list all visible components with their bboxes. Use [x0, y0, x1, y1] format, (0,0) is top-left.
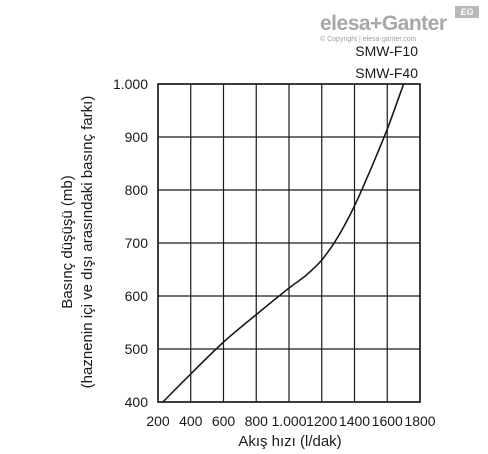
x-tick-label: 1400 — [339, 413, 370, 429]
x-tick-label: 600 — [212, 413, 236, 429]
x-tick-label: 200 — [146, 413, 170, 429]
x-tick-label: 800 — [245, 413, 269, 429]
plot-frame — [157, 83, 421, 403]
y-tick-label: 400 — [125, 394, 149, 410]
x-tick-labels: 200 400 600 800 1.000 1200 1400 1600 1800 — [146, 413, 435, 429]
y-axis-title: Basınç düşüşü (mb) — [59, 175, 76, 308]
brand-logo: elesa+Ganter EG © Copyright | elesa-gant… — [320, 6, 479, 50]
logo-badge: EG — [455, 6, 479, 18]
y-tick-label: 900 — [125, 129, 149, 145]
series-label-smw-f40: SMW-F40 — [355, 65, 418, 81]
y-tick-label: 600 — [125, 288, 149, 304]
logo-wordmark: elesa+Ganter — [320, 12, 447, 35]
x-tick-label: 1800 — [404, 413, 435, 429]
curve-layer — [162, 83, 405, 403]
x-tick-label: 400 — [179, 413, 203, 429]
logo-copyright: © Copyright | elesa-ganter.com — [320, 36, 417, 43]
y-tick-label: 500 — [125, 341, 149, 357]
grid-lines — [157, 83, 421, 403]
y-tick-labels: 400 500 600 700 800 900 1.000 — [113, 76, 148, 410]
series-line-0 — [162, 83, 405, 403]
y-tick-label: 1.000 — [113, 76, 148, 92]
x-tick-label: 1.000 — [271, 413, 306, 429]
y-tick-label: 800 — [125, 182, 149, 198]
x-axis-title: Akış hızı (l/dak) — [238, 433, 341, 450]
x-tick-label: 1200 — [306, 413, 337, 429]
y-axis-subtitle: (haznenin içi ve dışı arasındaki basınç … — [79, 96, 96, 389]
series-label-smw-f10: SMW-F10 — [355, 43, 418, 59]
x-tick-label: 1600 — [372, 413, 403, 429]
y-tick-label: 700 — [125, 235, 149, 251]
